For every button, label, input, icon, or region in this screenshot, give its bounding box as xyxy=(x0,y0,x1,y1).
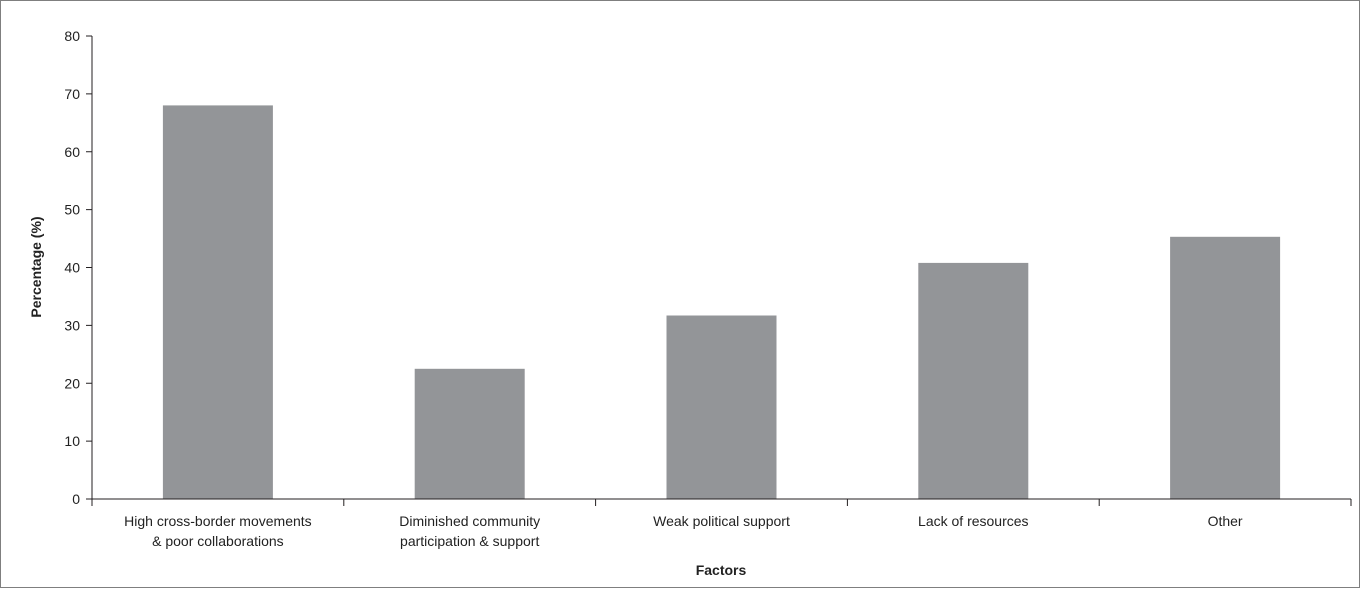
x-category-label-4: Other xyxy=(1208,513,1243,529)
y-tick-label-80: 80 xyxy=(64,28,80,44)
y-tick-label-10: 10 xyxy=(64,433,80,449)
bar-3 xyxy=(918,262,1029,499)
bars-group xyxy=(162,105,1281,500)
y-tick-label-0: 0 xyxy=(72,491,80,507)
bar-1 xyxy=(414,368,525,499)
x-category-label-3: Lack of resources xyxy=(918,513,1029,529)
x-category-label-0: High cross-border movements & poor collab… xyxy=(124,513,312,549)
y-axis-title: Percentage (%) xyxy=(28,216,44,317)
bar-0 xyxy=(162,105,273,500)
x-category-label-1: Diminished community participation & supp… xyxy=(399,513,540,549)
y-tick-label-20: 20 xyxy=(64,375,80,391)
y-ticks-group: 0 10 20 30 40 50 60 70 80 xyxy=(64,28,92,507)
y-tick-label-70: 70 xyxy=(64,86,80,102)
x-labels-group: High cross-border movements & poor collab… xyxy=(124,513,1243,549)
y-tick-label-60: 60 xyxy=(64,144,80,160)
y-tick-label-40: 40 xyxy=(64,260,80,276)
bar-2 xyxy=(666,315,777,499)
y-tick-label-50: 50 xyxy=(64,202,80,218)
x-category-label-2: Weak political support xyxy=(653,513,790,529)
bar-4 xyxy=(1170,236,1281,500)
y-tick-label-30: 30 xyxy=(64,317,80,333)
x-axis-title: Factors xyxy=(696,562,747,578)
